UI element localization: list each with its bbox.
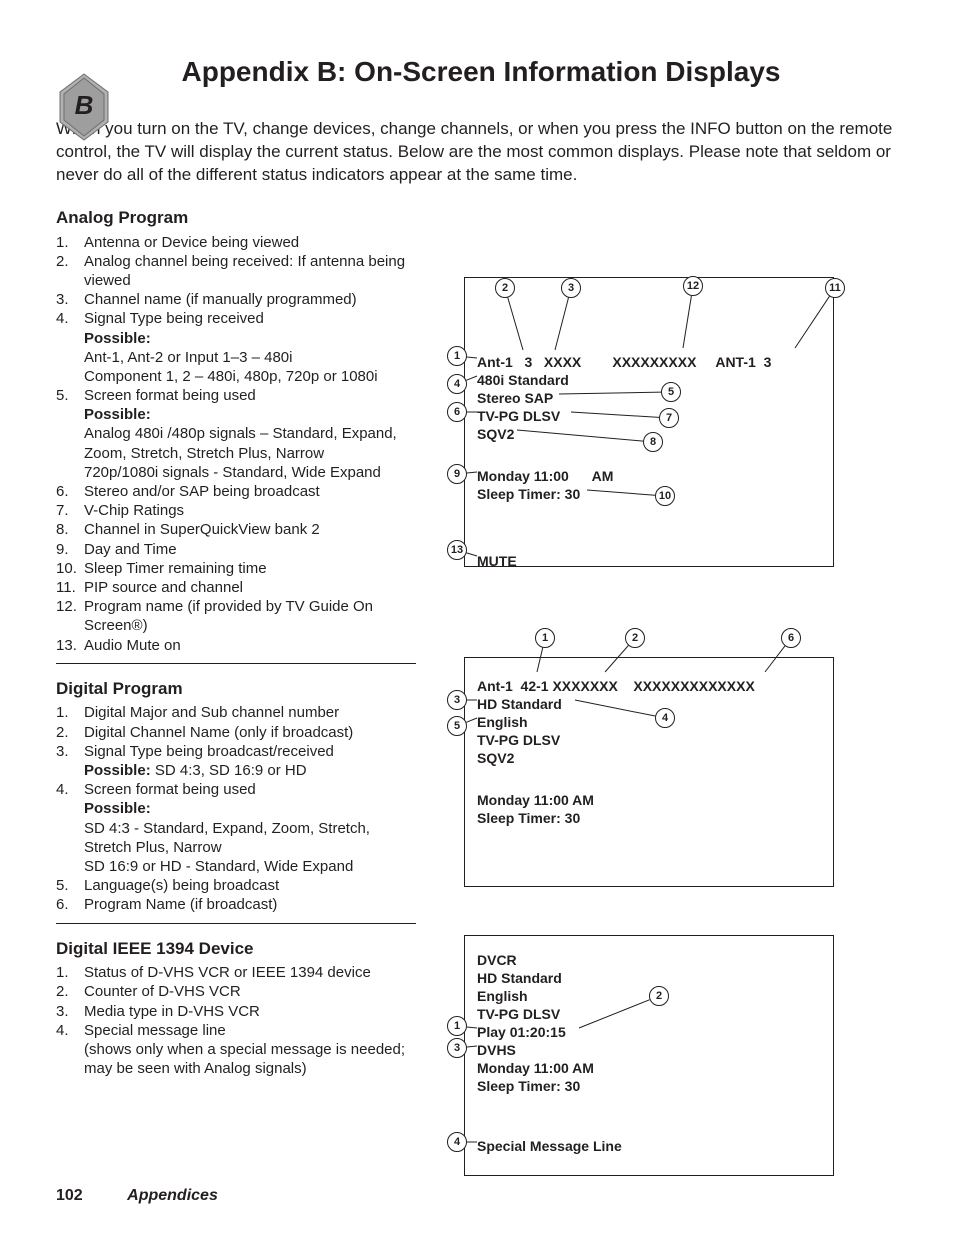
list-item: Digital Major and Sub channel number xyxy=(56,703,416,722)
osd-text: HD Standard xyxy=(477,970,562,986)
list-item: Antenna or Device being viewed xyxy=(56,233,416,252)
osd-text: DVCR xyxy=(477,952,517,968)
list-item: Screen format being used Possible: SD 4:… xyxy=(56,780,416,876)
list-item: Signal Type being received Possible: Ant… xyxy=(56,309,416,386)
callout-4: 4 xyxy=(447,374,467,394)
right-column: Ant-1 3 XXXX XXXXXXXXX ANT-1 3 480i Stand… xyxy=(436,207,906,1079)
callout-2: 2 xyxy=(495,278,515,298)
callout-7: 7 xyxy=(659,408,679,428)
osd-text: Sleep Timer: 30 xyxy=(477,1078,580,1094)
callout-6: 6 xyxy=(781,628,801,648)
osd-text: Ant-1 42-1 XXXXXXX XXXXXXXXXXXXX xyxy=(477,678,755,694)
callout-5: 5 xyxy=(447,716,467,736)
osd-text: DVHS xyxy=(477,1042,516,1058)
list-item: Analog channel being received: If antenn… xyxy=(56,252,416,290)
list-item: PIP source and channel xyxy=(56,578,416,597)
list-item: Signal Type being broadcast/received Pos… xyxy=(56,742,416,780)
list-item: V-Chip Ratings xyxy=(56,501,416,520)
footer: 102 Appendices xyxy=(56,1187,218,1205)
list-item: Screen format being used Possible: Analo… xyxy=(56,386,416,482)
intro-paragraph: When you turn on the TV, change devices,… xyxy=(56,118,906,187)
callout-4: 4 xyxy=(655,708,675,728)
osd-text: TV-PG DLSV xyxy=(477,1006,560,1022)
osd-text: SQV2 xyxy=(477,426,514,442)
list-item: Channel in SuperQuickView bank 2 xyxy=(56,520,416,539)
list-item: Special message line (shows only when a … xyxy=(56,1021,416,1079)
digital-list: Digital Major and Sub channel number Dig… xyxy=(56,703,416,914)
list-item: Status of D-VHS VCR or IEEE 1394 device xyxy=(56,963,416,982)
list-item: Digital Channel Name (only if broadcast) xyxy=(56,723,416,742)
ieee-list: Status of D-VHS VCR or IEEE 1394 device … xyxy=(56,963,416,1078)
callout-8: 8 xyxy=(643,432,663,452)
osd-text: TV-PG DLSV xyxy=(477,732,560,748)
left-column: Analog Program Antenna or Device being v… xyxy=(56,207,416,1079)
callout-11: 11 xyxy=(825,278,845,298)
callout-3: 3 xyxy=(447,690,467,710)
appendix-b-badge-icon: B xyxy=(56,72,112,142)
osd-text: Play 01:20:15 xyxy=(477,1024,566,1040)
osd-text: Sleep Timer: 30 xyxy=(477,486,580,502)
callout-1: 1 xyxy=(447,346,467,366)
osd-text: Monday 11:00 AM xyxy=(477,468,613,484)
callout-12: 12 xyxy=(683,276,703,296)
callout-10: 10 xyxy=(655,486,675,506)
page-number: 102 xyxy=(56,1187,83,1204)
callout-3: 3 xyxy=(561,278,581,298)
rule xyxy=(56,663,416,664)
list-item: Channel name (if manually programmed) xyxy=(56,290,416,309)
list-item: Audio Mute on xyxy=(56,636,416,655)
ieee-heading: Digital IEEE 1394 Device xyxy=(56,938,416,960)
osd-text: HD Standard xyxy=(477,696,562,712)
callout-4: 4 xyxy=(447,1132,467,1152)
list-item: Counter of D-VHS VCR xyxy=(56,982,416,1001)
list-item: Language(s) being broadcast xyxy=(56,876,416,895)
osd-text: English xyxy=(477,714,528,730)
callout-5: 5 xyxy=(661,382,681,402)
analog-heading: Analog Program xyxy=(56,207,416,229)
list-item: Program Name (if broadcast) xyxy=(56,895,416,914)
list-item: Stereo and/or SAP being broadcast xyxy=(56,482,416,501)
diagram-analog: Ant-1 3 XXXX XXXXXXXXX ANT-1 3 480i Stand… xyxy=(464,277,834,567)
callout-3: 3 xyxy=(447,1038,467,1058)
osd-text: Ant-1 3 XXXX XXXXXXXXX ANT-1 3 xyxy=(477,354,771,370)
callout-2: 2 xyxy=(649,986,669,1006)
list-item: Media type in D-VHS VCR xyxy=(56,1002,416,1021)
osd-text: Special Message Line xyxy=(477,1138,622,1154)
page: B Appendix B: On-Screen Information Disp… xyxy=(0,0,954,1235)
callout-6: 6 xyxy=(447,402,467,422)
list-item: Sleep Timer remaining time xyxy=(56,559,416,578)
diagram-ieee: DVCR HD Standard English TV-PG DLSV Play 01:… xyxy=(464,935,834,1176)
osd-text: SQV2 xyxy=(477,750,514,766)
list-item: Program name (if provided by TV Guide On… xyxy=(56,597,416,635)
osd-text: Monday 11:00 AM xyxy=(477,792,594,808)
page-title: Appendix B: On-Screen Information Displa… xyxy=(56,56,906,88)
callout-13: 13 xyxy=(447,540,467,560)
osd-text: Sleep Timer: 30 xyxy=(477,810,580,826)
footer-section: Appendices xyxy=(127,1187,218,1204)
osd-text: 480i Standard xyxy=(477,372,569,388)
rule xyxy=(56,923,416,924)
svg-text:B: B xyxy=(75,90,94,120)
osd-text: English xyxy=(477,988,528,1004)
analog-list: Antenna or Device being viewed Analog ch… xyxy=(56,233,416,655)
osd-text: MUTE xyxy=(477,553,517,569)
diagram-digital: Ant-1 42-1 XXXXXXX XXXXXXXXXXXXX HD Stand… xyxy=(464,657,834,887)
callout-2: 2 xyxy=(625,628,645,648)
callout-9: 9 xyxy=(447,464,467,484)
list-item: Day and Time xyxy=(56,540,416,559)
callout-1: 1 xyxy=(535,628,555,648)
osd-text: Monday 11:00 AM xyxy=(477,1060,594,1076)
osd-text: Stereo SAP xyxy=(477,390,553,406)
osd-text: TV-PG DLSV xyxy=(477,408,560,424)
digital-heading: Digital Program xyxy=(56,678,416,700)
callout-1: 1 xyxy=(447,1016,467,1036)
